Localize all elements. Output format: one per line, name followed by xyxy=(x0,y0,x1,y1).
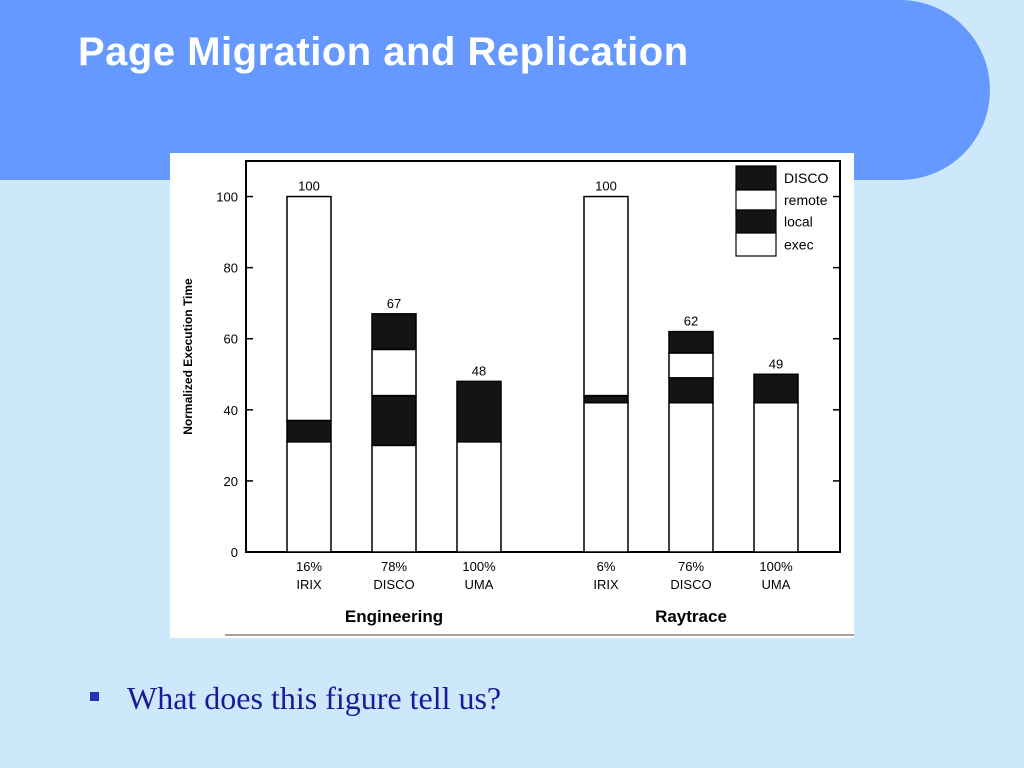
y-tick-label: 20 xyxy=(224,474,238,489)
y-tick-label: 80 xyxy=(224,261,238,276)
bar-segment-local xyxy=(371,394,417,447)
bar-segment-local xyxy=(753,373,799,404)
bar-config-label: DISCO xyxy=(373,577,414,592)
slide-title: Page Migration and Replication xyxy=(78,30,689,74)
bar-total-label: 48 xyxy=(472,363,486,378)
legend-swatch-local xyxy=(735,209,777,234)
bar-pct-label: 76% xyxy=(678,559,704,574)
bar-segment-remote xyxy=(371,348,417,397)
bar-config-label: DISCO xyxy=(670,577,711,592)
bar-segment-DISCO xyxy=(371,313,417,351)
legend-label-exec: exec xyxy=(784,237,814,253)
legend-swatch-remote xyxy=(735,189,777,211)
title-banner xyxy=(0,0,990,180)
bullet-square-icon xyxy=(90,692,99,701)
bar-total-label: 49 xyxy=(769,356,783,371)
y-tick-label: 60 xyxy=(224,332,238,347)
bar-pct-label: 16% xyxy=(296,559,322,574)
bar-pct-label: 6% xyxy=(597,559,616,574)
plot-frame xyxy=(245,160,841,553)
legend-label-disco: DISCO xyxy=(784,170,828,186)
bar-segment-exec xyxy=(668,401,714,553)
legend-swatch-exec xyxy=(735,232,777,257)
bar-config-label: IRIX xyxy=(296,577,322,592)
bar-segment-remote xyxy=(583,195,629,397)
group-label: Engineering xyxy=(345,607,443,626)
bar-segment-exec xyxy=(456,441,502,553)
bar-segment-local xyxy=(668,377,714,404)
bar-total-label: 62 xyxy=(684,314,698,329)
bar-segment-exec xyxy=(286,441,332,553)
legend-label-remote: remote xyxy=(784,192,828,208)
bar-total-label: 100 xyxy=(298,179,320,194)
bar-config-label: UMA xyxy=(465,577,494,592)
figure-panel: 0 20 40 60 80 100 Normalized Execution Time 100… xyxy=(170,153,854,638)
bar-total-label: 67 xyxy=(387,296,401,311)
bar-pct-label: 78% xyxy=(381,559,407,574)
bullet-text: What does this figure tell us? xyxy=(127,680,502,716)
y-tick-label: 0 xyxy=(231,545,238,560)
legend-label-local: local xyxy=(784,214,813,230)
y-tick-label: 40 xyxy=(224,403,238,418)
legend-swatch-disco xyxy=(735,165,777,191)
group-label: Raytrace xyxy=(655,607,727,626)
bar-segment-remote xyxy=(668,352,714,379)
execution-time-chart: 0 20 40 60 80 100 Normalized Execution Time 100… xyxy=(181,160,854,636)
bar-total-label: 100 xyxy=(595,179,617,194)
bar-config-label: IRIX xyxy=(593,577,619,592)
bar-segment-local xyxy=(456,380,502,443)
bar-pct-label: 100% xyxy=(462,559,496,574)
bar-pct-label: 100% xyxy=(759,559,793,574)
y-tick-label: 100 xyxy=(216,190,238,205)
y-axis-label: Normalized Execution Time xyxy=(181,278,195,435)
bar-segment-local xyxy=(286,419,332,443)
bar-segment-local xyxy=(583,394,629,404)
bar-segment-DISCO xyxy=(668,330,714,354)
bar-segment-remote xyxy=(286,195,332,422)
bar-segment-exec xyxy=(371,444,417,553)
bar-segment-exec xyxy=(753,401,799,553)
bar-config-label: UMA xyxy=(762,577,791,592)
bar-segment-exec xyxy=(583,401,629,553)
